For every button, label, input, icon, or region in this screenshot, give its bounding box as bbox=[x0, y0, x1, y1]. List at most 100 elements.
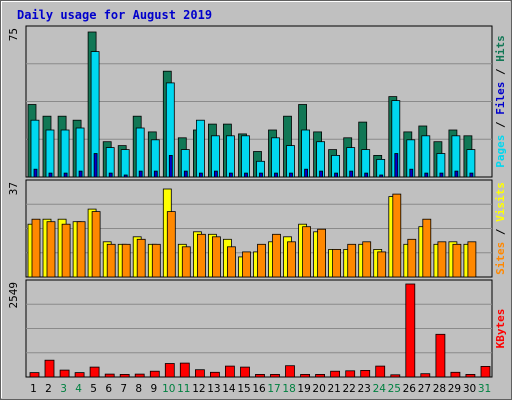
bar-files bbox=[75, 127, 85, 178]
bar-files bbox=[30, 119, 40, 178]
bar-pages bbox=[153, 170, 158, 178]
bar-kbytes bbox=[224, 365, 235, 378]
bar-kbytes bbox=[285, 365, 295, 378]
bar-pages bbox=[244, 172, 248, 178]
panel-top: 75 Pages / Files / Hits bbox=[7, 25, 507, 178]
legend-item-hits: Hits bbox=[494, 35, 507, 62]
bar-pages bbox=[319, 170, 324, 178]
bar-sites bbox=[106, 243, 116, 278]
x-tick-label: 30 bbox=[463, 383, 476, 395]
bar-files bbox=[376, 158, 386, 178]
bar-pages bbox=[228, 172, 233, 178]
x-tick-label: 27 bbox=[418, 383, 431, 395]
bar-kbytes bbox=[149, 370, 160, 378]
bar-files bbox=[120, 149, 130, 178]
x-tick-label: 9 bbox=[150, 383, 157, 395]
bar-sites bbox=[211, 236, 221, 278]
bar-pages bbox=[454, 170, 459, 178]
bar-sites bbox=[347, 243, 357, 278]
bar-files bbox=[60, 129, 70, 178]
x-tick-label: 22 bbox=[343, 383, 356, 395]
bar-pages bbox=[409, 168, 414, 178]
bar-files bbox=[45, 129, 55, 178]
y-max-label: 75 bbox=[7, 28, 20, 41]
bar-sites bbox=[31, 218, 41, 278]
x-tick-label: 4 bbox=[75, 383, 82, 395]
bar-sites bbox=[377, 251, 387, 278]
bar-kbytes bbox=[179, 362, 190, 378]
bar-sites bbox=[302, 226, 312, 278]
bar-kbytes bbox=[104, 373, 115, 378]
bar-sites bbox=[181, 246, 191, 278]
bar-kbytes bbox=[315, 373, 326, 378]
x-tick-label: 31 bbox=[478, 383, 491, 395]
bar-files bbox=[195, 119, 205, 178]
bar-pages bbox=[213, 170, 218, 178]
bar-kbytes bbox=[360, 369, 371, 378]
bar-kbytes bbox=[435, 333, 446, 378]
bar-kbytes bbox=[405, 283, 416, 378]
bar-pages bbox=[349, 170, 354, 178]
bar-kbytes bbox=[194, 369, 205, 378]
bar-kbytes bbox=[480, 365, 491, 378]
bar-pages bbox=[439, 172, 444, 178]
bar-kbytes bbox=[89, 366, 100, 378]
plot-area: 75 Pages / Files / Hits 37 Sites / Visits 25… bbox=[7, 25, 507, 378]
x-tick-label: 19 bbox=[297, 383, 310, 395]
bar-kbytes bbox=[134, 373, 145, 378]
bar-sites bbox=[196, 233, 206, 278]
x-tick-label: 7 bbox=[120, 383, 127, 395]
bar-kbytes bbox=[375, 365, 386, 378]
bar-pages bbox=[168, 154, 173, 178]
bar-pages bbox=[93, 153, 98, 178]
legend-separator: / bbox=[494, 115, 507, 135]
bar-pages bbox=[198, 172, 203, 178]
legend-separator: / bbox=[494, 222, 507, 242]
bar-sites bbox=[407, 238, 417, 278]
x-tick-label: 8 bbox=[135, 383, 142, 395]
bar-pages bbox=[364, 172, 369, 178]
bar-pages bbox=[259, 172, 263, 178]
x-tick-label: 5 bbox=[90, 383, 97, 395]
x-tick-label: 23 bbox=[358, 383, 371, 395]
x-tick-label: 6 bbox=[105, 383, 112, 395]
bar-sites bbox=[242, 251, 251, 278]
bar-sites bbox=[257, 243, 266, 278]
x-tick-label: 29 bbox=[448, 383, 461, 395]
bar-kbytes bbox=[240, 366, 250, 378]
y-max-label: 37 bbox=[7, 182, 20, 195]
bar-sites bbox=[332, 248, 342, 278]
bar-pages bbox=[123, 174, 128, 178]
bar-sites bbox=[467, 241, 477, 278]
legend-item-sites: Sites bbox=[494, 242, 507, 275]
bar-sites bbox=[91, 211, 101, 278]
x-tick-label: 12 bbox=[192, 383, 205, 395]
bar-kbytes bbox=[29, 372, 40, 378]
legend-middle: Sites / Visits bbox=[494, 182, 507, 275]
bar-files bbox=[225, 135, 235, 178]
x-axis-labels: 1 2 3 4 5 6 7 8 9 10 11 12 13 14 15 16 17 18 19 20 21 22 23 24 2… bbox=[30, 383, 491, 395]
bar-kbytes bbox=[59, 369, 70, 378]
bar-sites bbox=[121, 243, 131, 278]
legend-separator: / bbox=[494, 62, 507, 82]
legend-item-visits: Visits bbox=[494, 182, 507, 222]
chart-title: Daily usage for August 2019 bbox=[17, 8, 212, 22]
bar-files bbox=[421, 135, 431, 178]
bar-kbytes bbox=[390, 374, 401, 378]
bar-sites bbox=[166, 211, 176, 278]
x-tick-label: 1 bbox=[30, 383, 37, 395]
bar-sites bbox=[46, 221, 56, 278]
bar-pages bbox=[274, 172, 278, 178]
legend-item-kbytes: KBytes bbox=[494, 309, 507, 349]
x-tick-label: 17 bbox=[267, 383, 280, 395]
bar-files bbox=[271, 137, 280, 178]
bar-kbytes bbox=[119, 373, 130, 378]
bar-sites bbox=[226, 246, 236, 278]
legend-top: Pages / Files / Hits bbox=[494, 35, 507, 168]
bar-sites bbox=[61, 223, 71, 278]
bar-kbytes bbox=[74, 372, 85, 378]
x-tick-label: 20 bbox=[312, 383, 325, 395]
bar-sites bbox=[362, 241, 372, 278]
bar-sites bbox=[422, 218, 432, 278]
x-tick-label: 21 bbox=[328, 383, 341, 395]
